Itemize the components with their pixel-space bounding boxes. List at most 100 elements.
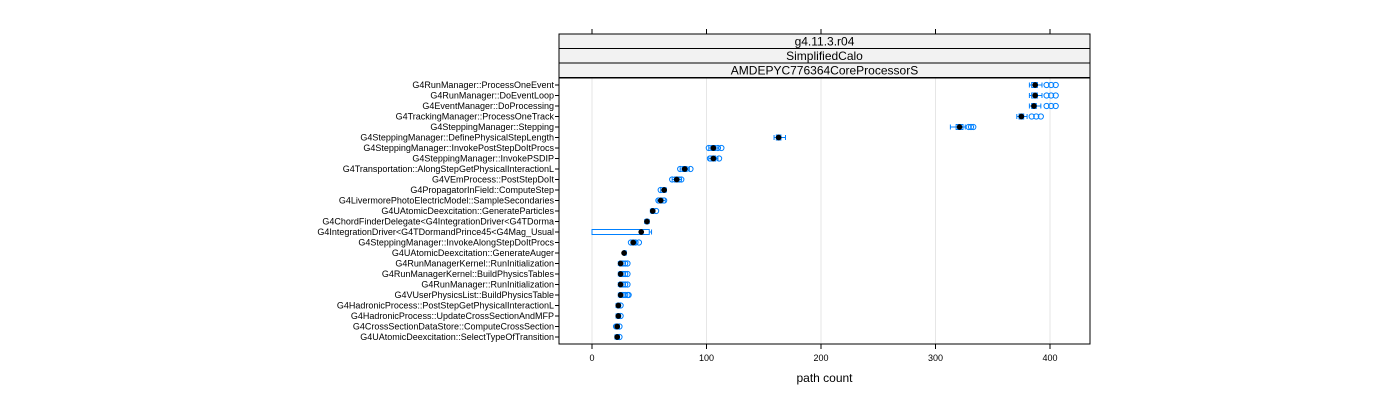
category-label: G4ChordFinderDelegate<G4IntegrationDrive… bbox=[322, 217, 554, 227]
category-label: G4RunManager::DoEventLoop bbox=[430, 91, 554, 101]
category-label: G4UAtomicDeexcitation::SelectTypeOfTrans… bbox=[360, 332, 554, 342]
box-row bbox=[617, 270, 631, 278]
category-label: G4UAtomicDeexcitation::GenerateParticles bbox=[381, 206, 554, 216]
category-label: G4IntegrationDriver<G4TDormandPrince45<G… bbox=[317, 227, 554, 237]
category-label: G4RunManagerKernel::BuildPhysicsTables bbox=[382, 269, 555, 279]
category-label: G4SteppingManager::InvokeAlongStepDoItPr… bbox=[358, 238, 554, 248]
category-label: G4VEmProcess::PostStepDoIt bbox=[432, 175, 555, 185]
category-label: G4RunManager::RunInitialization bbox=[421, 280, 554, 290]
box-row bbox=[1028, 102, 1059, 110]
iqr-box bbox=[591, 229, 650, 235]
category-label: G4SteppingManager::InvokePSDIP bbox=[412, 154, 554, 164]
box-row bbox=[617, 260, 631, 267]
outlier-point bbox=[1052, 92, 1059, 99]
box-row bbox=[949, 123, 977, 131]
outlier-point bbox=[1052, 81, 1059, 89]
category-label: G4UAtomicDeexcitation::GenerateAuger bbox=[392, 248, 554, 258]
outlier-point bbox=[624, 260, 631, 267]
median-point bbox=[615, 313, 622, 319]
box-row bbox=[644, 218, 650, 225]
category-label: G4SteppingManager::DefinePhysicalStepLen… bbox=[360, 133, 554, 143]
x-axis-label: path count bbox=[796, 371, 853, 385]
median-point bbox=[673, 176, 680, 183]
outlier-point bbox=[1048, 102, 1055, 110]
category-label: G4SteppingManager::Stepping bbox=[430, 122, 554, 132]
median-point bbox=[614, 334, 621, 340]
outlier-point bbox=[1033, 113, 1040, 120]
category-label: G4EventManager::DoProcessing bbox=[422, 101, 554, 111]
grid bbox=[591, 78, 1051, 344]
median-point bbox=[649, 208, 656, 214]
x-tick-label: 300 bbox=[928, 353, 943, 363]
category-label: G4RunManager::ProcessOneEvent bbox=[412, 80, 554, 90]
median-point bbox=[644, 218, 650, 225]
outlier-point bbox=[624, 281, 631, 288]
outlier-point bbox=[970, 123, 977, 131]
box-row bbox=[1028, 92, 1059, 99]
plot-marks bbox=[591, 81, 1059, 341]
median-point bbox=[1031, 103, 1037, 109]
outlier-point bbox=[718, 144, 725, 152]
outlier-point bbox=[967, 123, 975, 131]
outlier-point bbox=[1043, 81, 1050, 89]
strip-label: AMDEPYC776364CoreProcessorS bbox=[731, 64, 918, 78]
category-label: G4VUserPhysicsList::BuildPhysicsTable bbox=[394, 290, 554, 300]
median-point bbox=[710, 155, 717, 162]
strip-headers: g4.11.3.r04SimplifiedCaloAMDEPYC776364Co… bbox=[558, 33, 1091, 78]
median-point bbox=[956, 124, 963, 130]
x-tick-label: 400 bbox=[1042, 353, 1057, 363]
median-point bbox=[1018, 113, 1025, 120]
median-point bbox=[617, 281, 624, 288]
median-point bbox=[1032, 92, 1038, 99]
median-point bbox=[775, 134, 782, 141]
outlier-point bbox=[1037, 113, 1044, 120]
median-point bbox=[614, 323, 621, 330]
outlier-point bbox=[1028, 113, 1035, 120]
box-row bbox=[705, 144, 725, 152]
outlier-point bbox=[1048, 92, 1055, 99]
category-label: G4SteppingManager::InvokePostStepDoItPro… bbox=[363, 143, 554, 153]
box-row bbox=[617, 291, 632, 299]
outlier-point bbox=[635, 239, 643, 246]
box-row bbox=[655, 197, 668, 204]
median-point bbox=[657, 197, 664, 204]
x-axis: 0 100 200 300 400 bbox=[589, 29, 1058, 363]
outlier-point bbox=[1048, 81, 1055, 89]
median-point bbox=[630, 239, 637, 246]
category-label: G4LivermorePhotoElectricModel::SampleSec… bbox=[339, 196, 555, 206]
strip-label: g4.11.3.r04 bbox=[795, 35, 855, 49]
box-row bbox=[627, 239, 643, 246]
box-row bbox=[649, 207, 660, 215]
x-tick-label: 0 bbox=[589, 353, 594, 363]
outlier-point bbox=[1043, 92, 1050, 99]
box-row bbox=[614, 333, 623, 341]
box-row bbox=[617, 281, 631, 288]
x-tick-label: 100 bbox=[699, 353, 714, 363]
outlier-point bbox=[965, 123, 972, 131]
outlier-point bbox=[715, 155, 723, 162]
category-label: G4PropagatorInField::ComputeStep bbox=[410, 185, 554, 195]
category-label: G4HadronicProcess::PostStepGetPhysicalIn… bbox=[337, 301, 554, 311]
box-row bbox=[591, 229, 653, 235]
x-tick-label: 200 bbox=[813, 353, 828, 363]
outlier-point bbox=[625, 291, 632, 299]
outlier-point bbox=[1052, 102, 1059, 110]
median-point bbox=[617, 260, 624, 267]
median-point bbox=[615, 302, 622, 309]
box-row bbox=[615, 312, 624, 320]
panel-frame bbox=[558, 77, 1091, 345]
category-label: G4HadronicProcess::UpdateCrossSectionAnd… bbox=[351, 311, 554, 321]
median-point bbox=[617, 292, 624, 298]
category-label: G4Transportation::AlongStepGetPhysicalIn… bbox=[343, 164, 554, 174]
category-label: G4CrossSectionDataStore::ComputeCrossSec… bbox=[353, 322, 554, 332]
median-point bbox=[710, 145, 717, 151]
category-label: G4RunManagerKernel::RunInitialization bbox=[395, 259, 554, 269]
median-point bbox=[621, 250, 627, 256]
outlier-point bbox=[1043, 102, 1050, 110]
median-point bbox=[617, 271, 624, 277]
median-point bbox=[661, 187, 667, 193]
strip-label: SimplifiedCalo bbox=[786, 49, 863, 63]
outlier-point bbox=[687, 165, 694, 173]
category-labels: G4RunManager::ProcessOneEventG4RunManage… bbox=[317, 80, 559, 342]
